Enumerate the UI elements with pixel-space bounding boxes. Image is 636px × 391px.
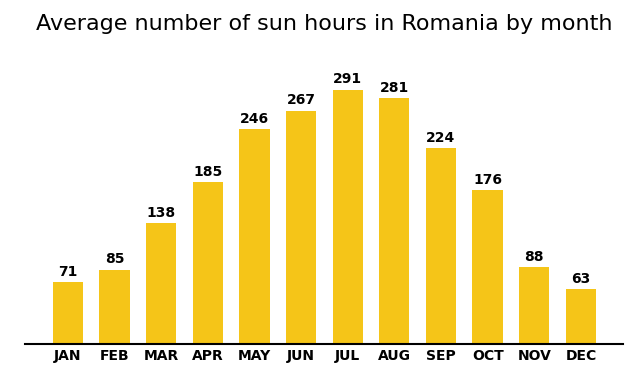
- Bar: [286, 111, 316, 344]
- Text: 138: 138: [146, 206, 176, 220]
- Bar: [566, 289, 596, 344]
- Bar: [473, 190, 503, 344]
- Bar: [379, 99, 410, 344]
- Bar: [239, 129, 270, 344]
- Text: 246: 246: [240, 111, 269, 126]
- Bar: [53, 282, 83, 344]
- Text: 176: 176: [473, 173, 502, 187]
- Text: 85: 85: [105, 252, 124, 266]
- Text: 267: 267: [287, 93, 315, 107]
- Bar: [146, 224, 176, 344]
- Bar: [99, 270, 130, 344]
- Text: 88: 88: [525, 250, 544, 264]
- Bar: [193, 182, 223, 344]
- Bar: [333, 90, 363, 344]
- Title: Average number of sun hours in Romania by month: Average number of sun hours in Romania b…: [36, 14, 612, 34]
- Text: 71: 71: [58, 265, 78, 278]
- Bar: [519, 267, 550, 344]
- Bar: [426, 148, 456, 344]
- Text: 224: 224: [426, 131, 455, 145]
- Text: 185: 185: [193, 165, 223, 179]
- Text: 291: 291: [333, 72, 363, 86]
- Text: 63: 63: [571, 271, 591, 285]
- Text: 281: 281: [380, 81, 409, 95]
